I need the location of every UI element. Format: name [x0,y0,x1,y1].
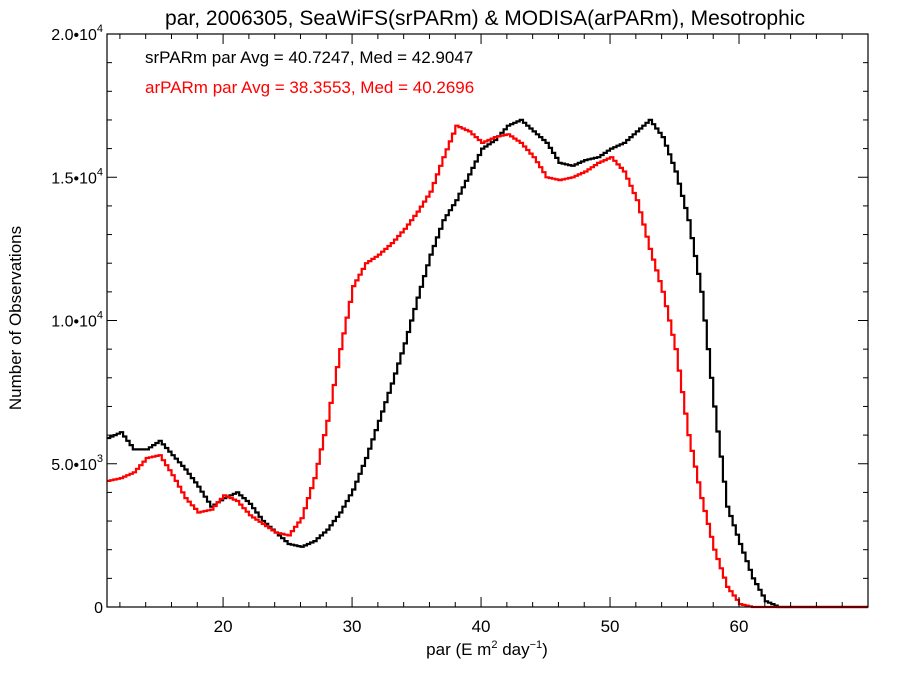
x-axis-label-sup1: 2 [491,639,497,651]
y-tick-label-1: 5.0•103 [51,453,103,474]
x-tick-label-4: 60 [730,617,749,636]
series-line-0 [107,118,868,609]
x-axis-label-end: ) [542,640,548,659]
series-layer [107,118,868,609]
plot-frame [106,33,869,608]
x-tick-label-3: 50 [601,617,620,636]
x-tick-label-0: 20 [214,617,233,636]
annotation-srparm: srPARm par Avg = 40.7247, Med = 42.9047 [145,48,473,67]
x-axis-label-sup2: −1 [530,639,543,651]
y-tick-label-4: 2.0•104 [51,23,103,44]
axes-layer [106,33,869,608]
y-axis-label: Number of Observations [6,226,25,410]
annotation-arparm: arPARm par Avg = 38.3553, Med = 40.2696 [145,78,474,97]
y-tick-label-3: 1.5•104 [51,166,103,187]
x-axis-label: par (E m2 day−1) [426,639,548,659]
x-axis-label-main: par (E m [426,640,491,659]
x-tick-label-1: 30 [343,617,362,636]
y-tick-label-2: 1.0•104 [51,310,103,331]
tick-layer: 20 30 40 50 60 0 5.0•103 1.0•104 1.5•104 2.0•104 [51,23,868,636]
y-tick-label-0: 0 [94,600,103,617]
series-line-1 [107,124,868,609]
x-tick-label-2: 40 [472,617,491,636]
x-axis-label-mid: day [497,640,530,659]
chart-title: par, 2006305, SeaWiFS(srPARm) & MODISA(a… [165,7,805,30]
